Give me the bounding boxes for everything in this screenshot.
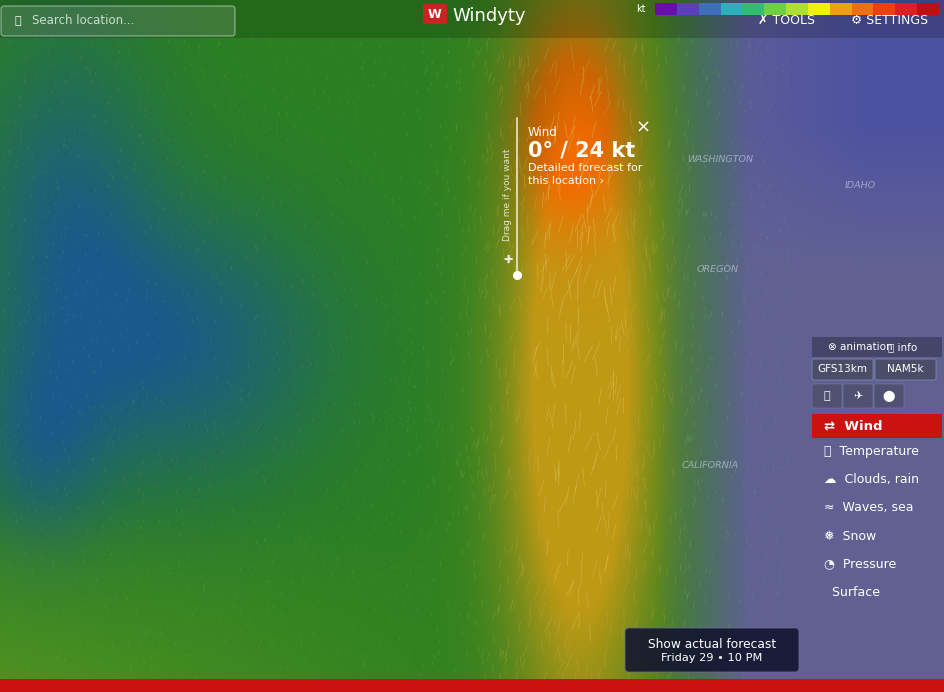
- Text: W: W: [429, 8, 442, 21]
- Text: 🔍: 🔍: [15, 16, 22, 26]
- Bar: [812, 337, 942, 357]
- Bar: [699, 3, 720, 15]
- Bar: [918, 3, 939, 15]
- Text: Search location...: Search location...: [32, 15, 134, 28]
- Text: OREGON: OREGON: [697, 266, 739, 275]
- Text: ×: ×: [635, 119, 650, 137]
- Bar: [742, 3, 765, 15]
- Text: WASHINGTON: WASHINGTON: [687, 156, 753, 165]
- Text: 20: 20: [769, 0, 781, 2]
- FancyBboxPatch shape: [875, 359, 936, 380]
- Text: Show actual forecast: Show actual forecast: [648, 637, 776, 650]
- Text: Detailed forecast for: Detailed forecast for: [528, 163, 642, 173]
- Text: Drag me if you want: Drag me if you want: [502, 149, 512, 242]
- Text: 12: 12: [726, 0, 737, 2]
- Bar: [786, 3, 808, 15]
- Text: 8: 8: [707, 0, 713, 2]
- FancyBboxPatch shape: [874, 384, 904, 408]
- FancyBboxPatch shape: [625, 628, 799, 672]
- Bar: [851, 3, 873, 15]
- Text: Surface: Surface: [824, 585, 880, 599]
- Text: 32: 32: [835, 0, 847, 2]
- Text: ☁  Clouds, rain: ☁ Clouds, rain: [824, 473, 919, 486]
- Text: ≈  Waves, sea: ≈ Waves, sea: [824, 502, 914, 514]
- Bar: [895, 3, 918, 15]
- Text: ⬤: ⬤: [883, 390, 895, 401]
- Text: 36: 36: [857, 0, 868, 2]
- Text: GFS13km: GFS13km: [817, 365, 867, 374]
- Text: ❅  Snow: ❅ Snow: [824, 529, 876, 543]
- Text: 16: 16: [748, 0, 759, 2]
- Text: ⚙ SETTINGS: ⚙ SETTINGS: [851, 14, 929, 26]
- Text: 0: 0: [663, 0, 668, 2]
- Bar: [677, 3, 699, 15]
- FancyBboxPatch shape: [1, 6, 235, 36]
- Text: Windyty: Windyty: [452, 7, 526, 25]
- Text: Wind: Wind: [528, 126, 558, 139]
- Text: ⇄  Wind: ⇄ Wind: [824, 419, 883, 432]
- Text: this location ›: this location ›: [528, 176, 604, 186]
- Bar: [808, 3, 830, 15]
- FancyBboxPatch shape: [812, 359, 873, 380]
- Text: 48: 48: [901, 0, 912, 2]
- Bar: [655, 3, 677, 15]
- FancyBboxPatch shape: [843, 384, 873, 408]
- Text: IDAHO: IDAHO: [844, 181, 876, 190]
- FancyBboxPatch shape: [812, 384, 842, 408]
- Text: ✚: ✚: [503, 255, 513, 265]
- Text: 🌡  Temperature: 🌡 Temperature: [824, 446, 919, 459]
- Text: ✈: ✈: [853, 391, 863, 401]
- Text: 24: 24: [791, 0, 802, 2]
- Text: CALIFORNIA: CALIFORNIA: [682, 460, 738, 469]
- Text: ◔  Pressure: ◔ Pressure: [824, 558, 896, 570]
- Text: ✗ TOOLS: ✗ TOOLS: [757, 14, 815, 26]
- Bar: [0, 679, 944, 692]
- Text: kt: kt: [636, 4, 646, 14]
- Bar: [765, 3, 786, 15]
- Text: 44: 44: [879, 0, 890, 2]
- Text: 28: 28: [813, 0, 824, 2]
- Text: 0° / 24 kt: 0° / 24 kt: [528, 140, 635, 160]
- Text: 4: 4: [685, 0, 691, 2]
- Bar: [0, 0, 944, 38]
- Bar: [830, 3, 851, 15]
- Text: Friday 29 • 10 PM: Friday 29 • 10 PM: [662, 653, 763, 663]
- Text: ⓘ info: ⓘ info: [888, 342, 918, 352]
- Bar: [873, 3, 895, 15]
- Text: ⊗ animation: ⊗ animation: [828, 342, 893, 352]
- Bar: [812, 414, 942, 438]
- Text: NAM5k: NAM5k: [886, 365, 923, 374]
- FancyBboxPatch shape: [423, 4, 447, 24]
- Bar: [720, 3, 742, 15]
- Text: 📍: 📍: [824, 391, 831, 401]
